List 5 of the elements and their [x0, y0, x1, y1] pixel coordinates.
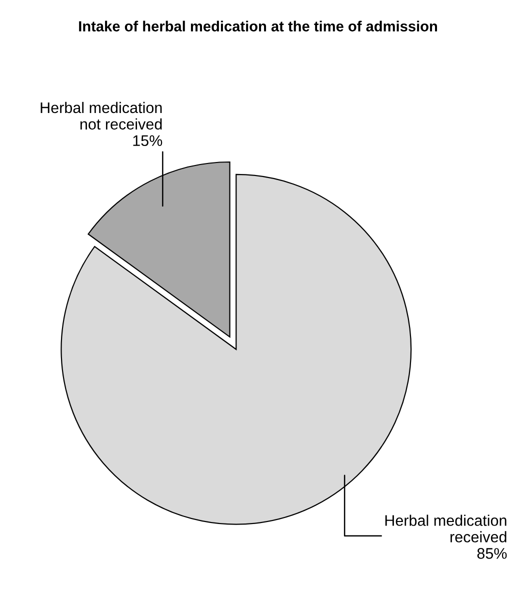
data-label: 85% [477, 548, 507, 559]
data-label: 15% [133, 135, 162, 146]
slice-label: Herbal medication not received [40, 102, 162, 130]
chart-title: Intake of herbal medication at the time of admission [79, 20, 438, 32]
slice-label: Herbal medication received [385, 514, 506, 542]
